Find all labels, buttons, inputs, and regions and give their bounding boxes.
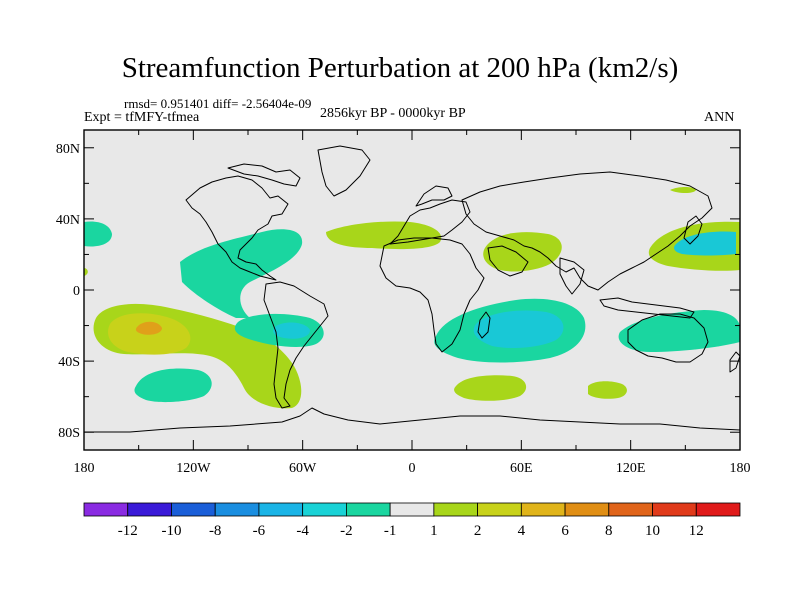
colorbar-swatch (389, 502, 435, 517)
anomaly-cyan-north-pacific (674, 231, 736, 256)
lon-label: 60W (289, 461, 317, 476)
colorbar-label: -2 (340, 523, 353, 539)
coastline-india (559, 257, 585, 295)
longitude-labels: 180 120W 60W 0 60E 120E 180 (74, 461, 751, 476)
chart-title: Streamfunction Perturbation at 200 hPa (… (121, 52, 679, 84)
anomaly-green-atlantic-north (326, 221, 442, 250)
lon-label: 60E (510, 461, 533, 476)
axis-ticks (83, 130, 741, 450)
coastline-asia (461, 171, 713, 291)
coastline-scandinavia (415, 185, 453, 207)
colorbar-swatch (652, 502, 697, 517)
lon-label: 0 (409, 461, 416, 476)
colorbar-swatch (83, 502, 129, 517)
coastline-antarctica (84, 407, 741, 433)
coastline-north-america (185, 175, 289, 281)
anomaly-green-west-edge (84, 268, 88, 276)
lat-label: 80S (58, 426, 80, 441)
lat-label: 80N (56, 142, 80, 157)
stats-label: rmsd= 0.951401 diff= -2.56404e-09 (124, 96, 312, 111)
lat-label: 0 (73, 284, 80, 299)
coastline-australia (627, 313, 709, 363)
coastline-africa (379, 237, 485, 353)
colorbar-label: 8 (605, 523, 613, 539)
colorbar-swatch (345, 502, 391, 517)
season-label: ANN (704, 110, 735, 125)
colorbar-label: 6 (561, 523, 569, 539)
coastline-new-zealand (729, 351, 741, 373)
map-background (84, 130, 740, 450)
colorbar-swatch (171, 502, 216, 517)
colorbar: -12 -10 -8 -6 -4 -2 -1 1 2 4 6 8 10 12 (83, 502, 741, 539)
lon-label: 120W (176, 461, 211, 476)
colorbar-label: 4 (518, 523, 526, 539)
colorbar-label: -6 (253, 523, 266, 539)
colorbar-swatch (214, 502, 260, 517)
colorbar-swatch (477, 502, 522, 517)
anomaly-green-mideast (483, 232, 562, 272)
coastline-south-america (263, 281, 329, 409)
colorbar-label: -1 (384, 523, 397, 539)
coastlines (84, 145, 741, 433)
colorbar-label: 12 (689, 523, 704, 539)
colorbar-label: -8 (209, 523, 222, 539)
experiment-label: Expt = tfMFY-tfmea (84, 110, 200, 125)
colorbar-swatch (608, 502, 653, 517)
coastline-canada-arctic (227, 163, 301, 187)
lat-label: 40N (56, 213, 80, 228)
coastline-europe (389, 199, 471, 245)
anomaly-teal-south-pacific-low (134, 368, 212, 403)
colorbar-label: -4 (296, 523, 309, 539)
colorbar-swatch (695, 502, 741, 517)
coastline-indonesia (599, 297, 695, 319)
lat-label: 40S (58, 355, 80, 370)
anomaly-green-southern-ocean-1 (454, 375, 527, 401)
anomaly-teal-australia (618, 310, 740, 352)
colorbar-swatch (127, 502, 172, 517)
colorbar-swatch (258, 502, 304, 517)
lon-label: 180 (730, 461, 751, 476)
colorbar-label: 1 (430, 523, 438, 539)
period-label: 2856kyr BP - 0000kyr BP (320, 106, 466, 121)
anomaly-fields (84, 187, 740, 409)
colorbar-swatch (564, 502, 610, 517)
colorbar-swatch (433, 502, 479, 517)
anomaly-teal-north-atlantic-edge (84, 221, 112, 247)
colorbar-swatch (520, 502, 566, 517)
coastline-arabia (487, 245, 529, 277)
anomaly-green-southern-ocean-2 (588, 381, 627, 399)
anomaly-cyan-indian-ocean (473, 310, 564, 348)
coastline-madagascar (477, 311, 491, 339)
anomaly-orange-south-pacific (135, 321, 162, 335)
lon-label: 180 (74, 461, 95, 476)
colorbar-label: -12 (118, 523, 138, 539)
anomaly-cyan-chile (273, 322, 310, 339)
colorbar-label: 2 (474, 523, 482, 539)
anomaly-green-siberia (670, 187, 696, 193)
coastline-japan (683, 215, 703, 245)
colorbar-label: 10 (645, 523, 660, 539)
latitude-labels: 80N 40N 0 40S 80S (56, 142, 80, 441)
coastline-greenland (317, 145, 371, 197)
lon-label: 120E (616, 461, 646, 476)
colorbar-swatch (302, 502, 347, 517)
colorbar-label: -10 (161, 523, 181, 539)
anomaly-teal-central-america (180, 229, 303, 318)
